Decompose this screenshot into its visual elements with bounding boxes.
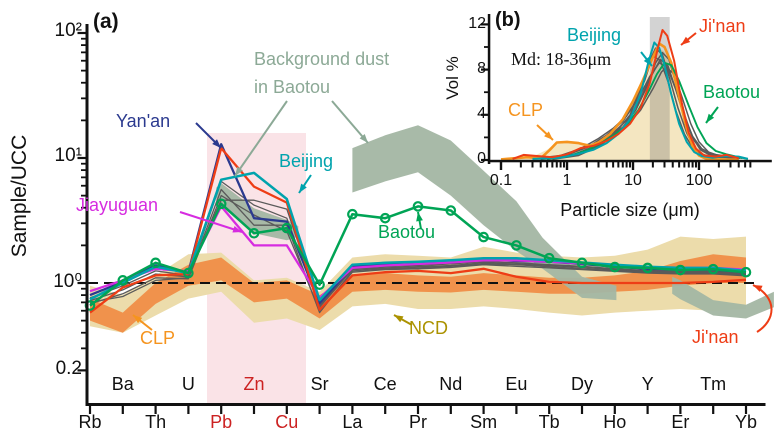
annotation-jinan-inset: Ji'nan [699,16,746,36]
inset-x-axis-title: Particle size (μm) [560,200,700,220]
y-tick-label-1: 10⁰ [53,271,82,292]
y-tick-label-0p2: 0.2 [55,358,82,379]
x-axis-label-ba: Ba [111,374,134,394]
annotation-beijing-inset: Beijing [567,25,622,45]
x-axis-label-cu: Cu [275,412,299,432]
y-tick-label-10: 10¹ [54,145,82,166]
main-y-axis-title: Sample/UCC [7,134,31,258]
annotation-bgdust-line1: Background dust [254,49,390,69]
annotation-bgdust-line2: in Baotou [254,77,331,97]
x-axis-label-ho: Ho [603,412,627,432]
x-axis-label-nd: Nd [439,374,463,394]
inset-y-tick-4: 4 [477,105,486,122]
x-axis-label-y: Y [641,374,654,394]
x-axis-label-sm: Sm [470,412,498,432]
annotation-yanan: Yan'an [116,111,171,131]
inset-y-tick-12: 12 [468,15,486,32]
inset-x-tick-0p1: 0.1 [489,172,513,189]
x-axis-label-ce: Ce [373,374,397,394]
inset-x-tick-10: 10 [624,172,642,189]
inset-x-tick-100: 100 [685,172,713,189]
x-axis-label-pb: Pb [210,412,233,432]
x-axis-label-tm: Tm [700,374,727,394]
x-axis-label-sr: Sr [310,374,329,394]
annotation-baotou-main: Baotou [378,222,436,242]
annotation-baotou-inset: Baotou [703,82,761,102]
annotation-clp-inset: CLP [508,100,544,120]
x-axis-label-zn: Zn [243,374,265,394]
x-axis-label-la: La [342,412,363,432]
x-axis-label-er: Er [671,412,690,432]
inset-x-tick-1: 1 [562,172,572,189]
annotation-jinan-main: Ji'nan [692,327,739,347]
x-axis-label-yb: Yb [734,412,758,432]
x-axis-label-th: Th [145,412,167,432]
y-tick-label-100: 10² [54,20,82,41]
panel-a-label: (a) [93,10,119,33]
panel-b-label: (b) [495,9,521,31]
x-axis-label-eu: Eu [505,374,528,394]
x-axis-label-rb: Rb [78,412,102,432]
x-axis-label-tb: Tb [538,412,560,432]
x-axis-label-pr: Pr [409,412,427,432]
inset-md-note: Md: 18-36μm [511,49,612,69]
x-axis-label-u: U [181,374,195,394]
annotation-beijing-main: Beijing [279,151,334,171]
annotation-clp-main: CLP [140,328,176,348]
inset-y-tick-0: 0 [477,150,486,167]
annotation-jiayuguan: Jiayuguan [76,195,159,215]
annotation-ncd: NCD [409,318,448,338]
inset-y-tick-8: 8 [477,60,486,77]
x-axis-label-dy: Dy [571,374,593,394]
